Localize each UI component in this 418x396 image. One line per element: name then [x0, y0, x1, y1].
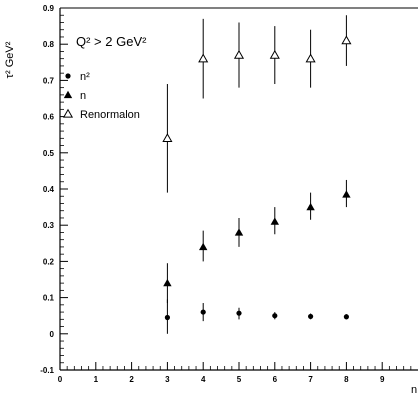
y-tick-label: 0.9 — [43, 4, 55, 13]
data-point — [200, 309, 206, 315]
y-tick-label: 0 — [50, 330, 55, 339]
y-tick-label: 0.2 — [43, 257, 55, 266]
data-point — [164, 314, 170, 321]
x-tick-label: 9 — [380, 375, 385, 384]
legend-marker — [65, 73, 71, 79]
x-tick-label: 4 — [201, 375, 206, 384]
x-tick-label: 5 — [237, 375, 242, 384]
y-tick-label: 0.5 — [43, 149, 55, 158]
axes: -0.1 0 0.1 0.2 0.3 0.4 0.5 0.6 0.7 0.8 0.9 0 1 2 3 4 5 6 7… — [40, 4, 418, 384]
data-point — [342, 190, 351, 198]
x-axis-label: n — [411, 384, 417, 396]
legend-label: n² — [80, 71, 90, 83]
legend-label: n — [80, 90, 86, 102]
x-tick-label: 8 — [344, 375, 349, 384]
data-point — [306, 202, 315, 211]
data-point — [233, 49, 245, 59]
y-tick-label: 0.6 — [43, 113, 55, 122]
y-axis-label: τ² GeV² — [4, 41, 16, 78]
data-point — [162, 133, 173, 142]
data-point — [163, 278, 172, 287]
data-point — [308, 313, 314, 320]
x-tick-label: 6 — [273, 375, 278, 384]
data-point — [341, 35, 352, 45]
data-point — [343, 314, 349, 320]
series-2 — [163, 179, 351, 304]
series-1 — [164, 299, 349, 334]
data-point — [269, 49, 280, 59]
y-tick-label: 0.3 — [43, 221, 55, 230]
x-tick-label: 7 — [308, 375, 313, 384]
data-point — [199, 242, 208, 251]
y-tick-label: -0.1 — [40, 366, 54, 375]
x-tick-label: 2 — [129, 375, 134, 384]
data-marks — [162, 15, 352, 334]
data-point — [236, 310, 242, 316]
legend-label: Renormalon — [80, 109, 140, 121]
x-tick-label: 0 — [58, 375, 63, 384]
y-tick-label: 0.8 — [43, 40, 55, 49]
data-point — [198, 53, 209, 63]
legend-marker — [62, 108, 74, 118]
data-point — [272, 313, 278, 319]
x-tick-label: 3 — [165, 375, 170, 384]
chart-annotation: Q² > 2 GeV² — [76, 34, 147, 49]
x-tick-label: 1 — [94, 375, 99, 384]
legend: n² n Renormalon — [62, 71, 140, 121]
data-point — [305, 53, 316, 63]
y-tick-label: 0.1 — [43, 294, 55, 303]
y-tick-label: 0.7 — [43, 76, 55, 85]
y-tick-label: 0.4 — [43, 185, 55, 194]
data-point — [234, 228, 244, 236]
legend-marker — [63, 90, 73, 99]
series-3 — [162, 15, 352, 193]
data-point — [270, 217, 279, 225]
